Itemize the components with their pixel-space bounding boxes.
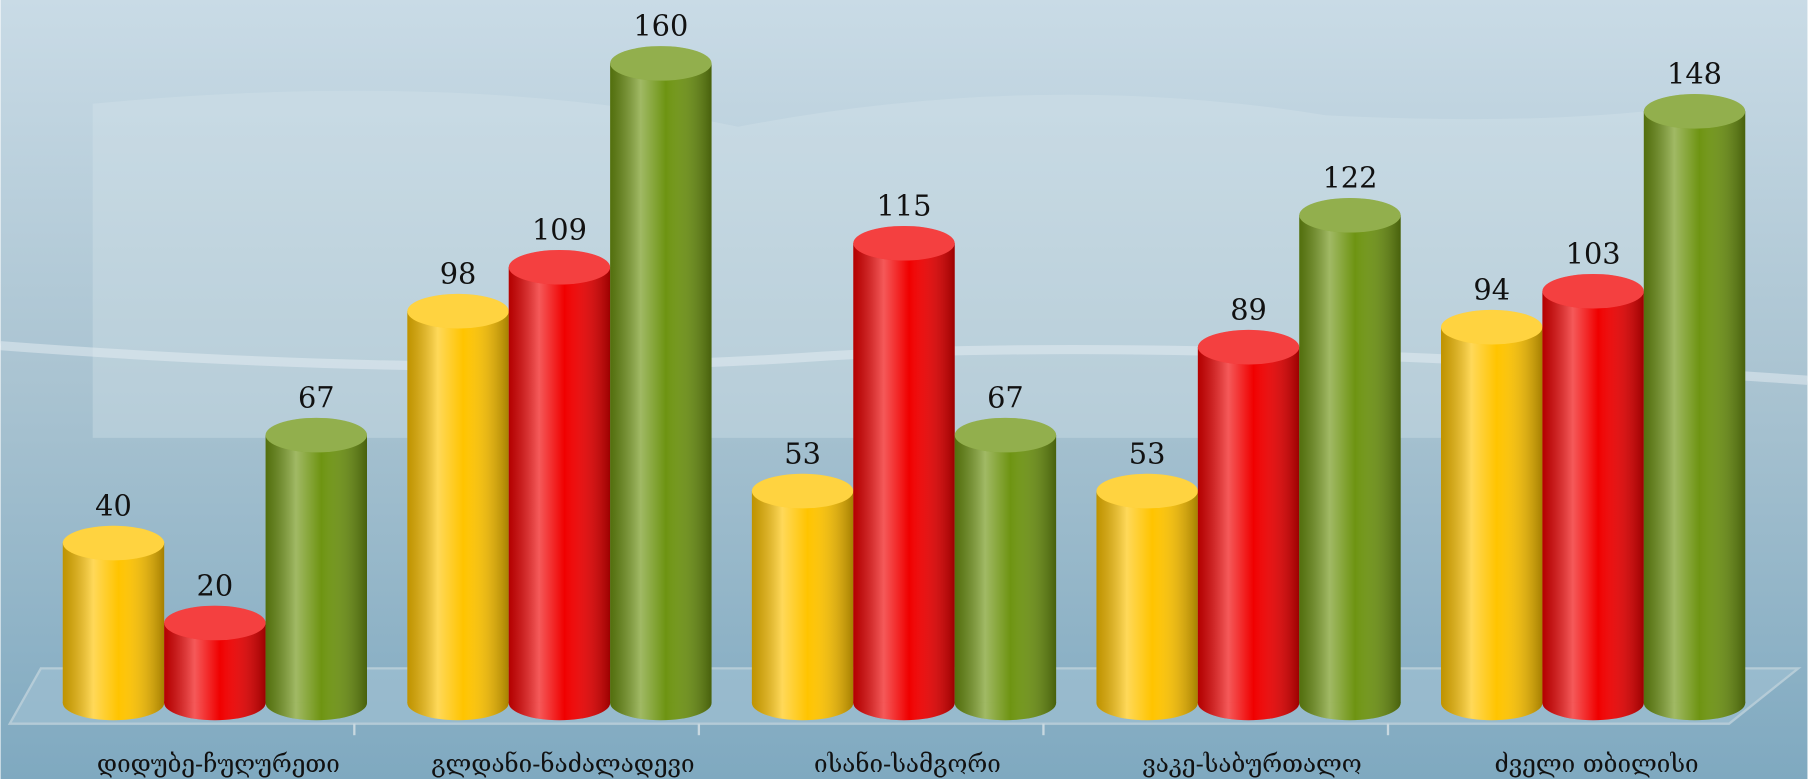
bar-top-highlight (1096, 473, 1198, 509)
bar-body-shade (610, 63, 712, 703)
bar-top-highlight (1299, 197, 1401, 233)
value-label: 53 (784, 436, 821, 470)
bar-top-highlight (954, 417, 1057, 453)
value-label: 40 (95, 488, 132, 522)
value-label: 94 (1473, 273, 1510, 307)
bar-top (1441, 309, 1543, 345)
bar-top-highlight (62, 525, 165, 561)
bar (853, 225, 955, 721)
value-label: 160 (633, 9, 688, 43)
bar-top (508, 249, 611, 285)
category-label: ვაკე-საბურთალო (1142, 750, 1362, 778)
bar-top-highlight (751, 473, 854, 509)
bar-body-shade (1441, 327, 1543, 703)
bar (1096, 473, 1198, 721)
category-label: დიდუბე-ჩუღურეთი (97, 750, 340, 778)
bar-body-shade (508, 267, 611, 703)
bar-top (1542, 273, 1644, 309)
bar-top (62, 525, 165, 561)
bars: 40 98 53 53 94 20 109 115 89 103 67 160 67 122 148 (62, 9, 1746, 721)
bar (508, 249, 611, 721)
bar (1441, 309, 1543, 721)
bar-top (954, 417, 1057, 453)
value-label: 98 (440, 257, 477, 291)
bar (62, 525, 165, 721)
category-label: ძველი თბილისი (1495, 750, 1699, 778)
bar-top (751, 473, 854, 509)
bar-body-shade (1542, 291, 1644, 703)
bar-top (1299, 197, 1401, 233)
bar (265, 417, 367, 721)
value-label: 67 (987, 380, 1024, 414)
bar (610, 46, 712, 721)
bar-top (407, 293, 509, 329)
category-axis: დიდუბე-ჩუღურეთი გლდანი-ნაძალადევი ისანი-სა… (97, 723, 1699, 778)
bar (1643, 94, 1746, 721)
value-label: 67 (298, 380, 335, 414)
value-label: 148 (1667, 57, 1722, 91)
bar-top-highlight (407, 293, 509, 329)
category-label: გლდანი-ნაძალადევი (431, 750, 694, 778)
bar-body-shade (265, 435, 367, 703)
category-label: ისანი-სამგორი (814, 750, 1001, 778)
bar-body-shade (853, 243, 955, 703)
value-label: 109 (532, 213, 587, 247)
value-label: 20 (197, 568, 234, 602)
bar-top-highlight (610, 46, 712, 81)
bar (1542, 273, 1644, 721)
value-label: 115 (877, 189, 932, 223)
bar (1299, 197, 1401, 721)
bar-top-highlight (1643, 94, 1746, 129)
bar-top-highlight (853, 225, 955, 261)
bar-top (265, 417, 367, 453)
value-label: 103 (1566, 237, 1621, 271)
bar-body-shade (1096, 491, 1198, 703)
bar-body-shade (407, 311, 509, 703)
bar-top (164, 605, 266, 641)
bar-top (853, 225, 955, 261)
bar-top-highlight (164, 605, 266, 641)
value-label: 89 (1230, 293, 1267, 327)
bar-body-shade (954, 435, 1057, 703)
bar (954, 417, 1057, 721)
bar-body-shade (1299, 215, 1401, 703)
bar-top (1197, 329, 1300, 365)
bar (751, 473, 854, 721)
bar-top (1096, 473, 1198, 509)
bar-top (610, 46, 712, 81)
bar-top (1643, 94, 1746, 129)
bar-top-highlight (508, 249, 611, 285)
bar-body-shade (1643, 111, 1746, 703)
bar (1197, 329, 1300, 721)
bar (407, 293, 509, 721)
bar-top-highlight (1197, 329, 1300, 365)
bar (164, 605, 266, 721)
bar-body-shade (62, 543, 165, 703)
value-label: 122 (1322, 161, 1377, 195)
background-roof (0, 341, 1808, 385)
bar-top-highlight (1441, 309, 1543, 345)
bar-body-shade (1197, 347, 1300, 703)
bar-top-highlight (265, 417, 367, 453)
bar-body-shade (751, 491, 854, 703)
bar-top-highlight (1542, 273, 1644, 309)
value-label: 53 (1129, 436, 1166, 470)
